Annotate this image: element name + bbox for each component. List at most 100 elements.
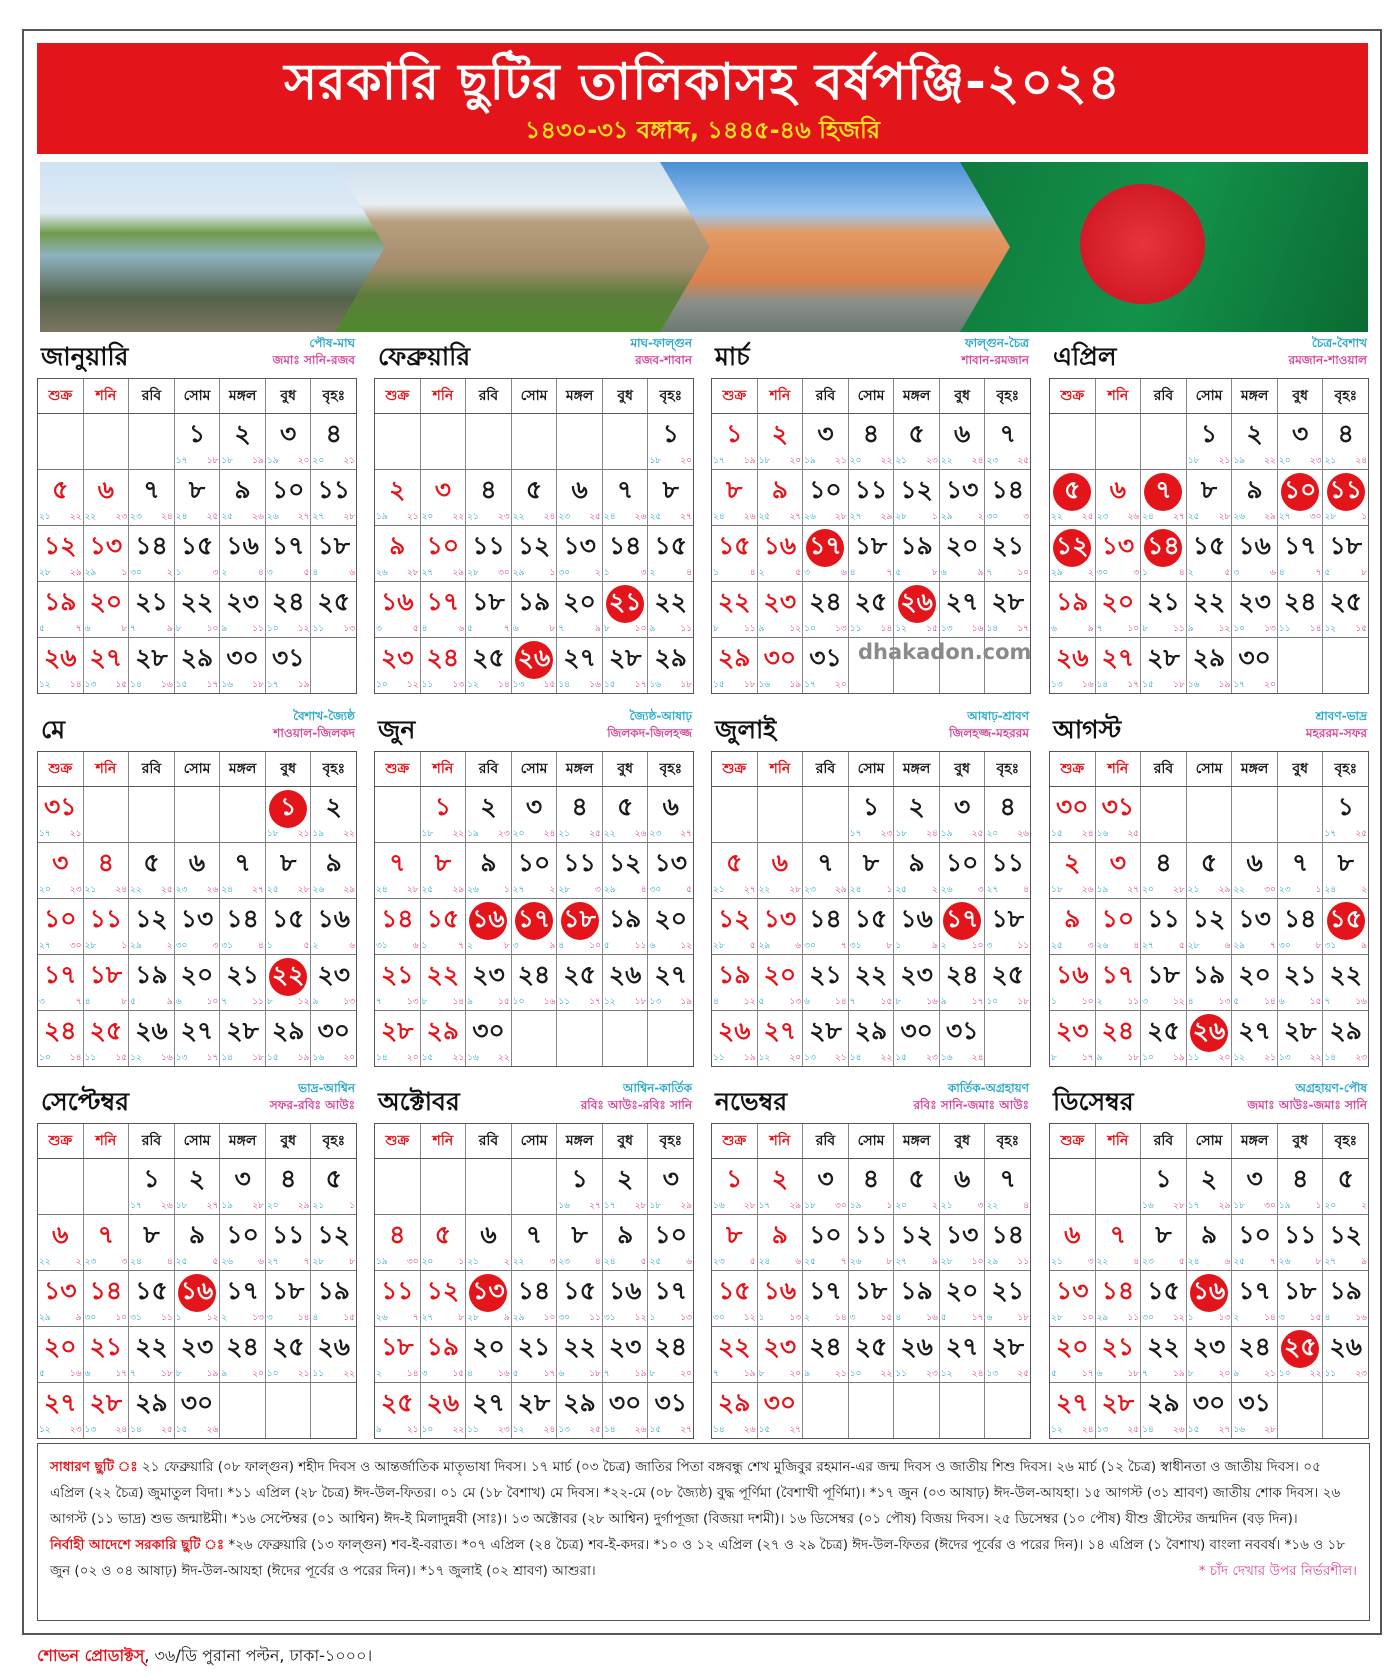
bengali-date: ৩০ [804,941,816,951]
hijri-date: ৪ [686,568,693,578]
sub-dates: ২৫ ৭ [804,1254,847,1269]
bengali-date: ২৮ [467,1313,479,1323]
hijri-date: ৪ [749,568,756,578]
weekday-label: রবি [466,1124,512,1158]
hijri-date: ২৪ [971,1369,984,1379]
weekday-header: শুক্র শনি রবি সোম মঙ্গল বুধ বৃহঃ [712,1124,1030,1159]
week-row: ১৯ ৫ ৭ ২০ ৬ ৮ ২১ ৭ ৯ ২২ ৮ ১০ ২৩ ৯ ১১ ২৪ ১০ ১২ ২৫ ১১ ১৩ [38,582,356,638]
month-header: জুন জ্যৈষ্ঠ-আষাঢ় জিলকদ-জিলহজ্জ [374,708,694,751]
month-grid: শুক্র শনি রবি সোম মঙ্গল বুধ বৃহঃ ১ ১৮ ২২ ২ ১৯ ২৩ ৩ ২০ ২… [374,751,694,1067]
day-number: ৩ [280,419,297,448]
weekday-label: শুক্র [712,1124,758,1158]
hijri-date: ১৮ [680,680,693,690]
day-number: ৮ [280,848,297,877]
day-cell: ১৩ ৩০ ৫ [648,843,693,898]
bengali-date: ৩০ [84,1313,97,1323]
day-number: ২৮ [381,1016,414,1045]
day-cell: ২১ ৭ ১০ [985,526,1030,581]
sub-dates: ৪ ১৬ [467,1366,510,1381]
day-number: ২৩ [1238,587,1271,616]
day-number: ২৩ [381,643,414,672]
bengali-date: ১৯ [849,1201,862,1211]
day-cell: ৫ ২২ ২৪ [512,470,558,525]
day-number: ৬ [662,792,679,821]
month-grid: শুক্র শনি রবি সোম মঙ্গল বুধ বৃহঃ ১ ১৭ ১৮ ২ ১৮ ১৯ ৩ ১৯ ২… [37,378,357,694]
day-cell: ২৭ ১২ ২৪ [940,1327,986,1382]
day-cell: ৪ ২০ ২১ [311,414,356,469]
bengali-date: ১৯ [1278,1201,1291,1211]
bengali-date: ২ [758,568,765,578]
bengali-date: ১৬ [558,1201,571,1211]
bengali-date: ১৭ [1324,829,1337,839]
day-number: ২২ [1329,960,1363,989]
weekday-label: শুক্র [1050,752,1096,786]
hijri-date: ২০ [252,1369,264,1379]
bengali-date: ২৪ [713,512,725,522]
day-number: ১১ [563,848,596,877]
day-cell-empty [648,1011,693,1066]
day-number: ৭ [234,848,251,877]
bengali-date: ২২ [1051,512,1063,522]
day-cell: ১৫ ৩১ ১১ [129,1271,175,1326]
hijri-date: ১৩ [680,1313,693,1323]
sub-dates: ১৪ ২৬ [713,1422,756,1437]
day-cell: ১ ১৭ ১৯ [712,414,758,469]
hijri-date: ৩ [121,1257,128,1267]
sub-dates: ২২ ২৬ [604,826,647,841]
week-row: ৮ ২৪ ২৬ ৯ ২৫ ২৭ ১০ ২৬ ২৮ ১১ ২৭ ২৯ ১২ ২৮ ১ ১৩ ২৯ ২ ১৪ ৩০ ৩ [712,470,1030,526]
bengali-month-range: বৈশাখ-জ্যৈষ্ঠ [293,709,355,723]
hijri-date: ৪ [1133,941,1140,951]
sub-dates: ২৫ ২ [895,882,938,897]
bengali-date: ২৭ [421,1313,434,1323]
day-cell: ১৩ ৩০ ২ [557,526,603,581]
bengali-date: ২০ [895,1201,908,1211]
sub-dates: ২৩ ৫ [1142,1254,1185,1269]
day-number: ১৯ [1329,1276,1362,1305]
day-number: ৪ [1292,1164,1309,1193]
sub-dates: ১ ১০ [1051,994,1094,1009]
sub-dates: ১৩ ১৯ [649,994,692,1009]
day-number: ১২ [900,475,933,504]
hijri-date: ১৭ [634,680,647,690]
week-row: ১ ১৮ ২২ ২ ১৯ ২৩ ৩ ২০ ২৪ ৪ ২১ ২৫ ৫ ২২ ২৬ ৬ ২৩ ২৭ [375,787,693,843]
hijri-date: ৯ [1361,941,1368,951]
hijri-date: ৭ [503,624,510,634]
day-cell-empty [1278,787,1324,842]
sub-dates: ২৪ ২৬ [713,509,756,524]
week-row: ১০ ২৭ ৩০ ১১ ২৮ ১ ১২ ২৯ ২ ১৩ ৩০ ৩ ১৪ ৩১ ৪ ১৫ ১ ৫ ১৬ ২ ৬ [38,899,356,955]
hijri-date: ৬ [1270,568,1276,578]
bengali-date: ১৩ [940,624,953,634]
month-header: মার্চ ফাল্গুন-চৈত্র শাবান-রমজান [711,335,1031,378]
day-cell: ৩০ ১৫ ২৪ [1050,787,1096,842]
hijri-date: ২২ [452,829,465,839]
day-number: ১৯ [1192,960,1226,989]
hijri-date: ২৯ [789,1201,802,1211]
sub-dates: ২০ ২৩ [39,882,82,897]
hijri-date: ২৯ [452,568,465,578]
day-number: ৮ [726,475,743,504]
sub-dates: ২২ ২৫ [1051,509,1094,524]
week-row: ২ ১৮ ২৬ ৩ ১৯ ২৭ ৪ ২০ ২৮ ৫ ২১ ২৯ ৬ ২২ ৩০ ৭ ২৩ ১ ৮ ২৪ ২ [1050,843,1368,899]
day-cell: ৩ ২০ ২২ [421,470,467,525]
hijri-date: ১ [1315,885,1322,895]
month-block: আগস্ট শ্রাবণ-ভাদ্র মহররম-সফর শুক্র শনি রবি সোম… [1049,708,1369,1067]
day-number: ৭ [525,1220,543,1249]
hijri-date: ৭ [75,997,82,1007]
day-cell-empty [375,787,421,842]
day-cell: ১০ ২৭ ৩০ [38,899,84,954]
hijri-date: ৭ [1270,1257,1276,1267]
sub-dates: ১৪ ২৬ [604,1422,647,1437]
sub-dates: ২৫ ২৮ [267,882,310,897]
hijri-date: ৩০ [69,941,82,951]
day-cell: ৫ ২০ ২ [894,1159,940,1214]
weekday-label: সোম [1187,752,1233,786]
bengali-date: ২৭ [512,885,525,895]
bengali-date: ৮ [649,1369,656,1379]
bengali-date: ১৭ [130,1201,142,1211]
weekday-label: বুধ [603,379,649,413]
day-number: ১৬ [317,904,350,933]
bengali-date: ২২ [1233,885,1246,895]
sub-dates: ২৩ ২৫ [558,509,601,524]
bengali-date: ২২ [603,829,616,839]
sub-dates: ১৫ ২৭ [759,1422,802,1437]
